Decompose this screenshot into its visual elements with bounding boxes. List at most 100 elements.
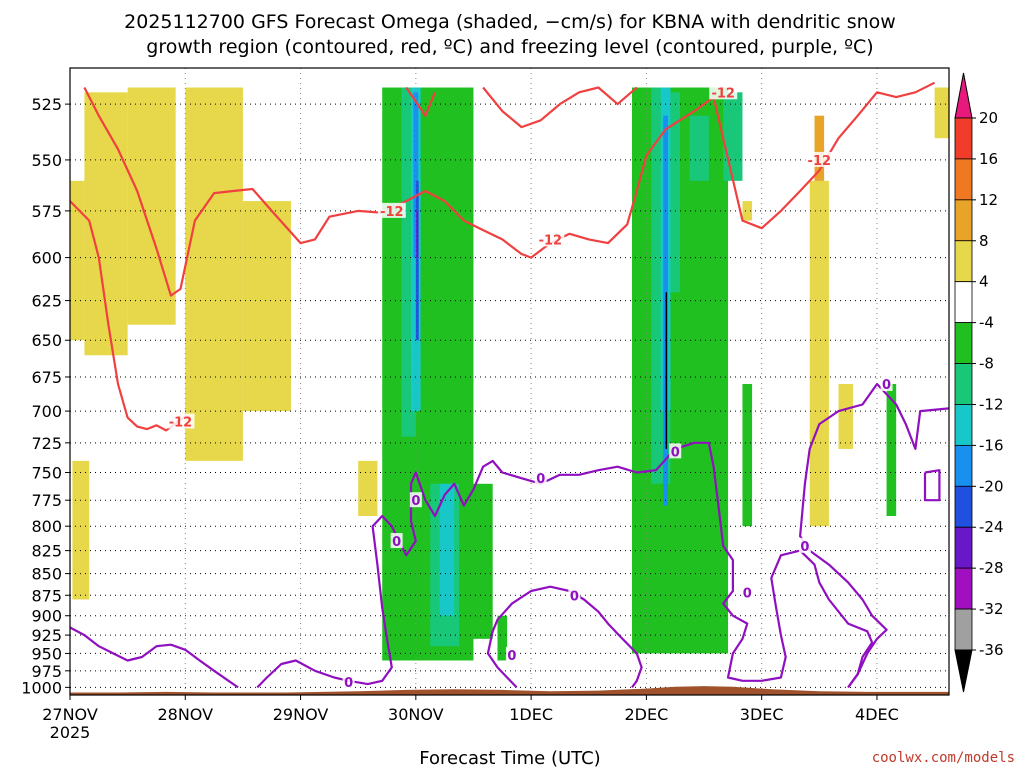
- omega-region-12: [934, 87, 949, 139]
- freezing-0-label-9: 0: [882, 378, 891, 393]
- plot-frame: [69, 67, 950, 696]
- omega-colorbar: 20 16 12 8 4 -4 -8 -12 -16 -20 -24 -28 -32 -36: [954, 72, 1004, 693]
- x-tick-label-1: 28NOV: [157, 705, 213, 724]
- omega-region-23: [886, 383, 897, 516]
- dgz-12-label-bg-1: [377, 202, 406, 218]
- freezing-0-label-2: 0: [411, 494, 420, 509]
- colorbar-tick-label-9: -20: [979, 477, 1004, 495]
- chart-title-line1: 2025112700 GFS Forecast Omega (shaded, −…: [124, 11, 896, 33]
- dgz-12-label-bg-0: [166, 413, 195, 429]
- freezing-0-label-bg-3: [534, 470, 547, 486]
- omega-region-21: [665, 591, 714, 636]
- freezing-0-contour: 0 0 0 0 0 0 0 0 0 0: [70, 375, 949, 691]
- colorbar-swatch-8: [954, 444, 973, 487]
- colorbar-swatch-0: [954, 117, 973, 160]
- omega-region-5: [242, 201, 291, 412]
- dgz-12-label-2: -12: [539, 233, 563, 248]
- x-tick-label-7: 4DEC: [855, 705, 899, 724]
- dgz-12-label-bg-3: [709, 84, 738, 100]
- colorbar-tick-label-0: 20: [979, 109, 998, 127]
- colorbar-swatch-11: [954, 567, 973, 610]
- y-tick-label-1000: 1000: [21, 678, 62, 697]
- x-tick-label-4: 1DEC: [509, 705, 553, 724]
- freezing-0-label-bg-8: [798, 537, 811, 553]
- freezing-0-label-bg-0: [342, 674, 355, 690]
- colorbar-tick-label-2: 12: [979, 191, 998, 209]
- dgz-12-label-bg-2: [536, 231, 565, 247]
- freezing-0-label-3: 0: [536, 472, 545, 487]
- omega-region-28: [689, 115, 709, 181]
- y-tick-label-875: 875: [31, 586, 62, 605]
- y-tick-label-650: 650: [31, 331, 62, 350]
- freezing-0-label-bg-6: [568, 587, 581, 603]
- colorbar-tick-label-7: -12: [979, 395, 1004, 413]
- plot-area: -12 -12 -12 -12 -12 0 0 0 0 0 0 0 0 0 0: [69, 67, 950, 696]
- dgz-12-line-2: [405, 86, 437, 117]
- colorbar-tick-label-5: -4: [979, 314, 994, 332]
- y-tick-label-675: 675: [31, 368, 62, 387]
- freezing-0-label-bg-9: [880, 375, 893, 391]
- y-tick-label-550: 550: [31, 151, 62, 170]
- colorbar-swatch-12: [954, 608, 973, 651]
- colorbar-swatch-2: [954, 199, 973, 242]
- y-tick-label-950: 950: [31, 644, 62, 663]
- site-credit: coolwx.com/models: [872, 750, 1015, 766]
- x-tick-label-2: 29NOV: [273, 705, 329, 724]
- y-tick-label-700: 700: [31, 402, 62, 421]
- freezing-0-line-2: [799, 382, 949, 689]
- omega-region-37: [665, 292, 668, 449]
- colorbar-bottom-arrow: [954, 649, 973, 693]
- y-tick-label-975: 975: [31, 662, 62, 681]
- omega-region-33: [413, 92, 419, 258]
- y-tick-label-575: 575: [31, 202, 62, 221]
- y-tick-label-600: 600: [31, 249, 62, 268]
- colorbar-tick-label-6: -8: [979, 355, 994, 373]
- omega-region-10: [809, 180, 829, 527]
- freezing-0-line-4: [923, 469, 941, 502]
- x-tick-label-3: 30NOV: [388, 705, 444, 724]
- dgz-12-label-1: -12: [380, 205, 404, 220]
- freezing-0-label-4: 0: [671, 445, 680, 460]
- colorbar-swatch-3: [954, 240, 973, 283]
- freezing-0-label-bg-7: [741, 584, 754, 600]
- y-tick-label-725: 725: [31, 434, 62, 453]
- x-tick-label-0: 27NOV: [42, 705, 98, 724]
- x-tick-sublabel-0: 2025: [50, 723, 91, 742]
- terrain-surface: [70, 686, 949, 695]
- omega-region-36: [416, 210, 419, 258]
- omega-region-31: [439, 483, 455, 616]
- omega-region-35: [415, 180, 419, 341]
- omega-region-18: [463, 483, 493, 639]
- omega-region-14: [814, 115, 825, 181]
- colorbar-tick-label-8: -16: [979, 436, 1004, 454]
- colorbar-tick-label-4: 4: [979, 273, 989, 291]
- omega-region-29: [723, 92, 743, 181]
- chart-title-line2: growth region (contoured, red, ºC) and f…: [146, 36, 873, 58]
- dgz-12-label-4: -12: [808, 154, 832, 169]
- freezing-0-line-3: [486, 585, 643, 689]
- omega-region-4: [185, 87, 243, 461]
- dgz-12-label-3: -12: [711, 86, 735, 101]
- colorbar-tick-label-12: -32: [979, 600, 1004, 618]
- freezing-0-label-5: 0: [507, 649, 516, 664]
- colorbar-swatch-9: [954, 485, 973, 528]
- dgz-12-label-0: -12: [169, 415, 193, 430]
- omega-region-1: [72, 460, 90, 600]
- colorbar-top-arrow: [954, 72, 973, 119]
- y-tick-label-825: 825: [31, 542, 62, 561]
- omega-region-19: [497, 615, 508, 661]
- x-tick-label-5: 2DEC: [625, 705, 669, 724]
- colorbar-tick-label-3: 8: [979, 232, 989, 250]
- y-tick-label-900: 900: [31, 607, 62, 626]
- freezing-0-label-6: 0: [570, 589, 579, 604]
- y-tick-label-625: 625: [31, 292, 62, 311]
- dgz-12-line-0: [83, 81, 936, 297]
- colorbar-swatch-1: [954, 158, 973, 201]
- freezing-0-label-bg-1: [390, 533, 403, 549]
- y-tick-label-775: 775: [31, 491, 62, 510]
- colorbar-swatch-7: [954, 404, 973, 446]
- freezing-0-line-1: [256, 441, 874, 689]
- colorbar-swatch-4: [954, 281, 973, 324]
